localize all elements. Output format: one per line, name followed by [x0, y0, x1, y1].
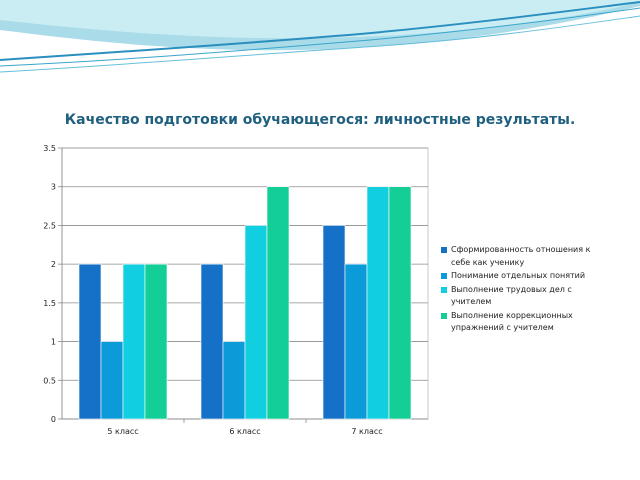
bar: [222, 341, 246, 420]
legend-label: Понимание отдельных понятий: [451, 271, 586, 280]
header-wave-decoration: [0, 0, 640, 73]
bar: [100, 341, 124, 420]
legend-swatch: [441, 273, 447, 279]
bar: [244, 225, 268, 420]
x-tick-label: 5 класс: [107, 427, 138, 436]
y-tick-label: 2.5: [43, 221, 56, 230]
slide-title-text: Качество подготовки обучающегося: личнос…: [64, 112, 570, 128]
legend-item: Понимание отдельных понятий: [441, 270, 611, 283]
legend-label: Выполнение коррекционных упражнений с уч…: [451, 310, 573, 333]
legend-item: Выполнение трудовых дел с учителем: [441, 284, 611, 309]
bar: [266, 186, 290, 420]
bar: [322, 225, 346, 420]
y-tick-label: 2: [51, 260, 56, 269]
bar: [366, 186, 390, 420]
x-tick-label: 6 класс: [229, 427, 260, 436]
bar: [388, 186, 412, 420]
y-tick-label: 0.5: [43, 376, 56, 385]
legend-label: Выполнение трудовых дел с учителем: [451, 284, 572, 307]
x-tick-label: 7 класс: [351, 427, 382, 436]
chart-legend: Сформированность отношения к себе как уч…: [441, 244, 611, 336]
y-tick-label: 1: [51, 338, 56, 347]
legend-swatch: [441, 312, 447, 319]
legend-label: Сформированность отношения к себе как уч…: [451, 245, 591, 267]
legend-swatch: [441, 247, 447, 253]
legend-swatch: [441, 286, 447, 293]
bar: [78, 263, 102, 420]
y-tick-label: 0: [51, 415, 56, 424]
bar: [144, 263, 168, 420]
y-tick-label: 3: [51, 183, 56, 192]
slide-title: Качество подготовки обучающегося: личнос…: [0, 112, 640, 128]
y-tick-label: 1.5: [43, 299, 56, 308]
bar: [344, 263, 368, 420]
legend-item: Выполнение коррекционных упражнений с уч…: [441, 310, 611, 335]
bar: [200, 263, 224, 420]
bar: [122, 263, 146, 420]
legend-item: Сформированность отношения к себе как уч…: [441, 244, 611, 269]
slide-title-suffix: .: [569, 112, 576, 128]
y-tick-label: 3.5: [43, 144, 56, 153]
